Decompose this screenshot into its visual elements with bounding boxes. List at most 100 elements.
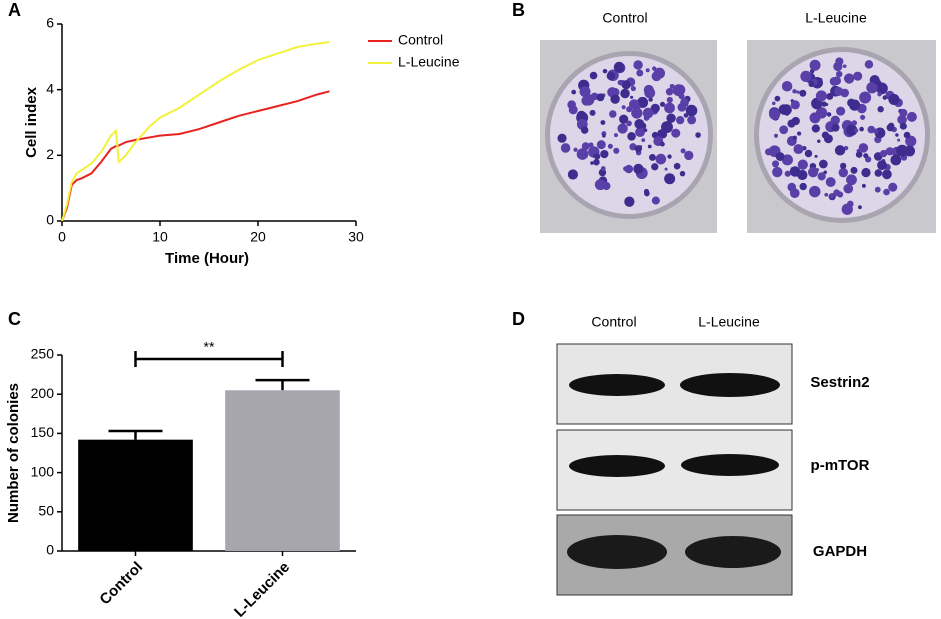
colony (895, 133, 899, 137)
y-tick-label: 2 (46, 146, 54, 162)
x-tick-label: 20 (250, 229, 266, 245)
x-tick-label: 10 (152, 229, 168, 245)
colony (617, 79, 623, 86)
colony (882, 95, 888, 100)
colony (831, 123, 840, 132)
colony (834, 145, 846, 156)
colony (772, 166, 783, 178)
panel-label: D (512, 309, 525, 329)
colony (661, 121, 673, 134)
colony (607, 71, 614, 78)
colony (667, 154, 672, 159)
colony (671, 128, 681, 138)
annotation: ** (204, 339, 215, 355)
colony (600, 166, 606, 171)
colony (821, 101, 827, 107)
y-tick-label: 0 (46, 212, 54, 228)
colony (600, 149, 609, 159)
colony (906, 111, 917, 122)
colony (888, 93, 900, 105)
colony (685, 104, 698, 117)
colony (859, 91, 872, 104)
y-tick-label: 250 (31, 346, 55, 362)
colony (613, 133, 618, 138)
colony (826, 92, 834, 100)
colony (887, 122, 895, 130)
legend-label: L-Leucine (398, 54, 460, 70)
colonies (557, 57, 917, 215)
colony (581, 142, 590, 151)
colony (617, 123, 628, 134)
colony (660, 141, 665, 147)
colony (634, 145, 642, 153)
colony (680, 98, 689, 107)
y-axis-label: Cell index (23, 86, 40, 158)
x-tick-label: 30 (348, 229, 364, 245)
colony (785, 112, 789, 116)
colony (864, 60, 874, 69)
colony (890, 154, 902, 166)
colony (817, 172, 826, 181)
colony (687, 115, 697, 125)
x-tick-label: L-Leucine (231, 559, 293, 619)
colony (581, 95, 592, 106)
colony (834, 86, 844, 97)
colony (843, 183, 854, 194)
colony (580, 126, 589, 134)
colony (664, 102, 675, 114)
colony (634, 118, 645, 129)
colony (840, 162, 847, 170)
colony (665, 88, 674, 96)
colony (695, 132, 701, 138)
colony (630, 85, 636, 92)
colony (573, 147, 578, 152)
colony (833, 61, 843, 72)
colony (866, 81, 878, 94)
column-label: Control (591, 314, 636, 330)
colony (651, 163, 659, 171)
colony (613, 147, 620, 154)
colony (779, 125, 789, 135)
legend-label: Control (398, 32, 443, 48)
colony (842, 64, 847, 68)
colony (589, 109, 596, 116)
colony (771, 160, 780, 168)
y-tick-label: 4 (46, 80, 54, 96)
colony (793, 144, 804, 155)
colony (792, 135, 797, 141)
colony (666, 96, 673, 103)
colony (838, 167, 849, 178)
colony (809, 59, 821, 71)
column-label: L-Leucine (805, 10, 867, 26)
colony (636, 69, 644, 77)
colony (651, 66, 657, 71)
blot-label: p-mTOR (811, 457, 870, 474)
colony (903, 131, 911, 139)
colony (846, 174, 857, 186)
colony (643, 128, 648, 133)
colony (860, 114, 866, 120)
colony (861, 183, 866, 188)
colony (861, 167, 871, 178)
colony (647, 144, 652, 149)
bar (225, 390, 340, 551)
colony (873, 128, 879, 134)
colony (678, 93, 685, 100)
colony (672, 84, 685, 97)
colony (850, 166, 858, 174)
colony (797, 169, 808, 181)
colony (620, 88, 630, 99)
colony (815, 90, 827, 102)
blot-label: Sestrin2 (810, 374, 869, 391)
panel-label: B (512, 0, 525, 20)
colony (797, 131, 802, 136)
colony (630, 95, 634, 99)
colony (829, 193, 834, 199)
colony (853, 71, 863, 81)
colony (592, 154, 596, 158)
colony (873, 81, 878, 85)
colony (774, 95, 781, 102)
colony (643, 188, 650, 195)
colony (596, 93, 605, 102)
